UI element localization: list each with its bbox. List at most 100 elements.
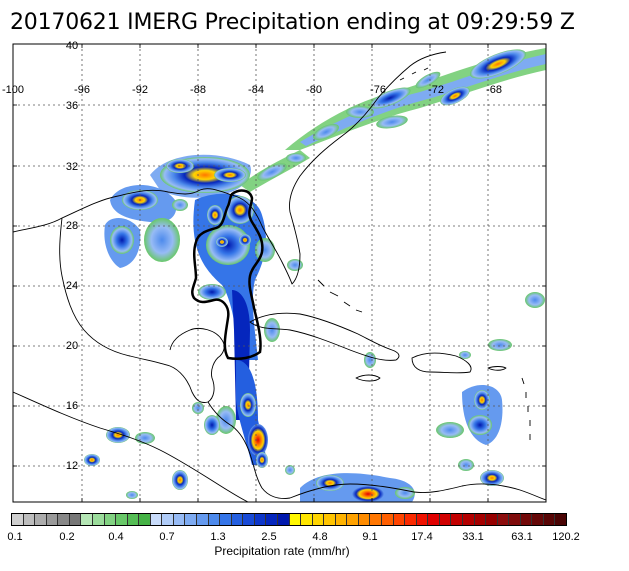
colorbar-segment [462, 514, 475, 525]
colorbar-segment [486, 514, 498, 525]
colorbar-segment [555, 514, 566, 525]
colorbar-segment [231, 514, 244, 525]
lon-label: -68 [486, 84, 502, 96]
colorbar-segment [451, 514, 463, 525]
colorbar-segment [520, 514, 533, 525]
florida-rain [287, 259, 303, 271]
colorbar-segment [116, 514, 128, 525]
colorbar-segment [474, 514, 487, 525]
map-title: 20170621 IMERG Precipitation ending at 0… [10, 10, 575, 35]
latitude-labels: 40 36 32 28 24 20 16 12 [66, 40, 78, 472]
lat-label: 16 [66, 400, 78, 412]
colorbar-tick-label: 0.7 [159, 531, 175, 543]
colorbar-tick-label: 120.2 [552, 531, 580, 543]
lon-label: -76 [370, 84, 386, 96]
bahamas [317, 279, 363, 313]
colorbar-segment [266, 514, 278, 525]
colorbar-segment [208, 514, 221, 525]
colorbar-segment [35, 514, 47, 525]
colorbar-segment [277, 514, 290, 525]
lat-label: 40 [66, 40, 78, 52]
lat-label: 12 [66, 460, 78, 472]
colorbar-segment [23, 514, 36, 525]
lat-label: 20 [66, 340, 78, 352]
southeast-us-band [240, 150, 310, 192]
colorbar-tick-label: 2.5 [261, 531, 277, 543]
lon-label: -84 [248, 84, 264, 96]
venezuela-coast-cells [300, 473, 415, 502]
us-atlantic-islands [399, 67, 429, 81]
lon-label: -80 [306, 84, 322, 96]
colorbar-segment [104, 514, 117, 525]
colorbar-segment [92, 514, 105, 525]
precipitation-field [84, 48, 546, 502]
colorbar-segment [347, 514, 359, 525]
colorbar-segment [139, 514, 151, 525]
colorbar-segment [428, 514, 440, 525]
colorbar-segment [81, 514, 93, 525]
colorbar-segment [370, 514, 382, 525]
south-america-coast [289, 483, 546, 501]
hispaniola [411, 352, 472, 374]
colorbar-tick-label: 0.4 [108, 531, 124, 543]
colorbar-segment [324, 514, 336, 525]
colorbar-segment [173, 514, 186, 525]
colorbar-segment [162, 514, 174, 525]
colorbar-segment [335, 514, 348, 525]
lat-label: 28 [66, 220, 78, 232]
longitude-labels: -100 -96 -92 -88 -84 -80 -76 -72 -68 [2, 84, 502, 96]
lesser-antilles [521, 377, 531, 440]
colorbar-segment [243, 514, 255, 525]
lon-label: -100 [2, 84, 24, 96]
lon-label: -88 [190, 84, 206, 96]
pacific-coast-central-america [13, 391, 249, 502]
colorbar-segment [532, 514, 544, 525]
gulf-coast-usa [13, 51, 447, 285]
lat-lon-grid [13, 44, 546, 502]
precipitation-colorbar [11, 513, 567, 526]
colorbar-tick-label: 1.3 [210, 531, 226, 543]
colorbar-segment [197, 514, 209, 525]
yucatan-coast [169, 328, 223, 351]
central-america-caribbean-coast [207, 401, 291, 499]
lon-label: -72 [428, 84, 444, 96]
colorbar-segment [150, 514, 163, 525]
central-america-cells [84, 402, 295, 499]
colorbar-segment [185, 514, 197, 525]
colorbar-tick-label: 0.2 [59, 531, 75, 543]
mexico-coast [59, 217, 225, 403]
eastern-caribbean-cells [364, 292, 545, 486]
storm-outline [191, 189, 264, 360]
colorbar-segment [69, 514, 82, 525]
colorbar-segment [543, 514, 556, 525]
frame-ticks [13, 44, 546, 502]
colorbar-segment [393, 514, 406, 525]
colorbar-segment [254, 514, 267, 525]
lon-label: -96 [74, 84, 90, 96]
atlantic-rain-band [285, 48, 546, 150]
colorbar-segment [301, 514, 313, 525]
atlantic-scattered-rain [488, 339, 512, 351]
coastlines [13, 51, 546, 502]
lat-label: 32 [66, 161, 78, 173]
colorbar-segment [220, 514, 232, 525]
colorbar-segment [405, 514, 417, 525]
jamaica [355, 374, 381, 382]
puerto-rico [487, 366, 507, 371]
colorbar-tick-label: 33.1 [462, 531, 484, 543]
colorbar-tick-label: 9.1 [362, 531, 378, 543]
colorbar-segment [46, 514, 59, 525]
colorbar-segment [12, 514, 24, 525]
lon-label: -92 [132, 84, 148, 96]
colorbar-tick-label: 17.4 [411, 531, 433, 543]
colorbar-title: Precipitation rate (mm/hr) [214, 544, 350, 558]
colorbar-segment [127, 514, 140, 525]
colorbar-segment [358, 514, 371, 525]
colorbar-segment [497, 514, 510, 525]
colorbar-tick-label: 63.1 [511, 531, 533, 543]
colorbar-segment [416, 514, 429, 525]
colorbar-segment [58, 514, 70, 525]
lat-label: 24 [66, 280, 78, 292]
colorbar-tick-label: 4.8 [312, 531, 328, 543]
